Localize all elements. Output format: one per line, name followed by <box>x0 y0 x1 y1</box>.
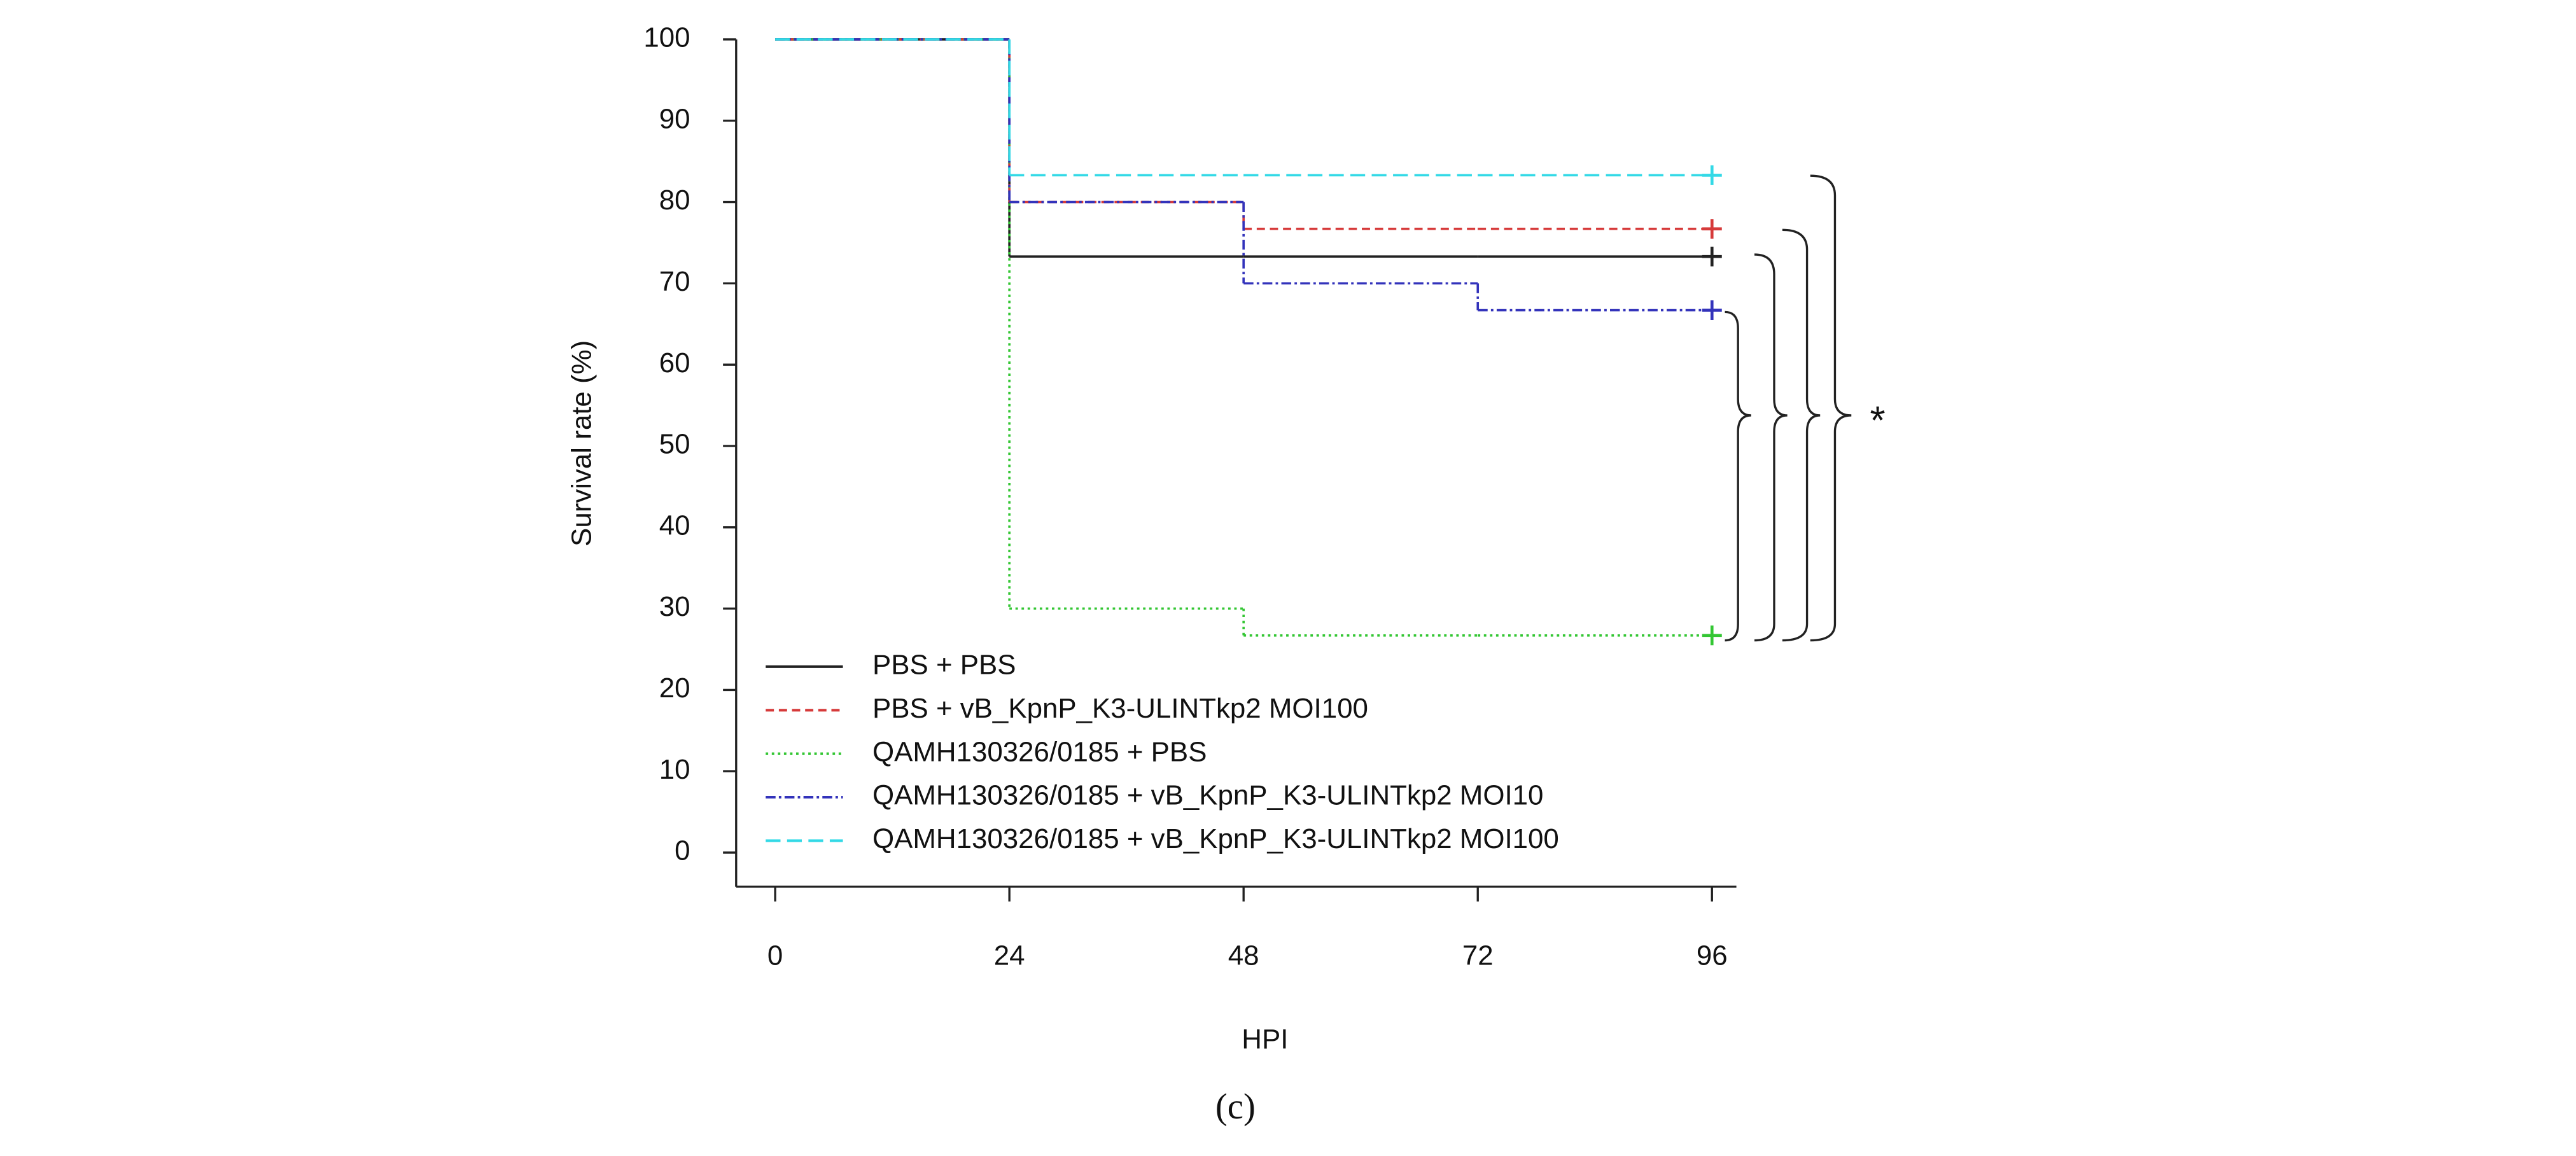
y-tick-label: 100 <box>643 22 690 53</box>
y-tick-label: 70 <box>659 266 690 297</box>
y-tick-label: 20 <box>659 672 690 704</box>
x-tick-label: 0 <box>767 940 783 971</box>
bracket <box>1810 174 1852 642</box>
x-axis-label: HPI <box>1242 1024 1288 1055</box>
caption: (c) <box>1215 1087 1256 1127</box>
y-tick-label: 40 <box>659 510 690 541</box>
censor-mark <box>1702 625 1722 646</box>
y-tick-label: 90 <box>659 103 690 134</box>
censor-mark <box>1702 246 1722 267</box>
bracket <box>1782 228 1821 642</box>
legend-label: QAMH130326/0185 + vB_KpnP_K3-ULINTkp2 MO… <box>872 823 1559 854</box>
legend-label: PBS + vB_KpnP_K3-ULINTkp2 MOI100 <box>872 693 1368 724</box>
y-tick-label: 10 <box>659 754 690 785</box>
legend-label: QAMH130326/0185 + PBS <box>872 736 1207 767</box>
significance-brackets <box>1725 174 1852 642</box>
censor-mark <box>1702 300 1722 321</box>
legend-label: PBS + PBS <box>872 649 1016 680</box>
significance-annotation: * <box>1870 399 1886 443</box>
y-tick-label: 50 <box>659 429 690 460</box>
censor-mark <box>1702 219 1722 239</box>
x-tick-label: 24 <box>994 940 1025 971</box>
y-tick-label: 80 <box>659 185 690 216</box>
x-tick-label: 96 <box>1697 940 1728 971</box>
y-tick-label: 60 <box>659 347 690 379</box>
bracket <box>1754 253 1788 642</box>
x-tick-label: 72 <box>1462 940 1494 971</box>
legend-label: QAMH130326/0185 + vB_KpnP_K3-ULINTkp2 MO… <box>872 780 1543 811</box>
y-tick-label: 30 <box>659 591 690 622</box>
y-axis-label: Survival rate (%) <box>566 340 597 547</box>
y-tick-label: 0 <box>675 835 690 867</box>
bracket <box>1725 310 1751 642</box>
censor-mark <box>1702 165 1722 185</box>
x-tick-label: 48 <box>1228 940 1259 971</box>
